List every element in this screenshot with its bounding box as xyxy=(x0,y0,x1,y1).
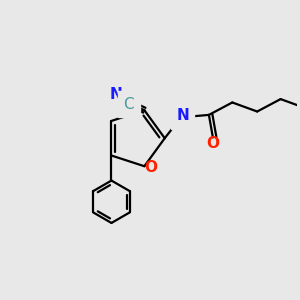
Text: O: O xyxy=(144,160,158,175)
Text: N: N xyxy=(176,108,189,123)
Text: C: C xyxy=(124,97,134,112)
Text: H: H xyxy=(171,103,180,116)
Text: O: O xyxy=(206,136,219,152)
Text: N: N xyxy=(110,87,123,102)
